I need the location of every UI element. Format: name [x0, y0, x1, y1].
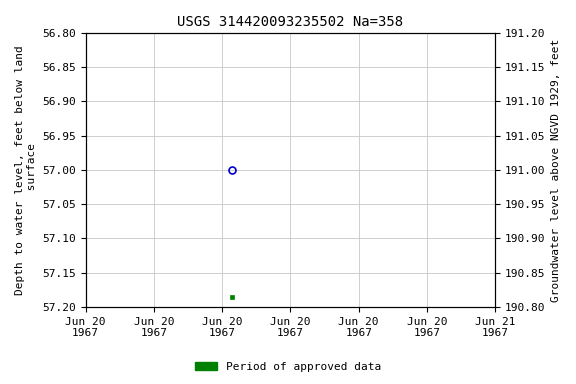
- Title: USGS 314420093235502 Na=358: USGS 314420093235502 Na=358: [177, 15, 403, 29]
- Y-axis label: Groundwater level above NGVD 1929, feet: Groundwater level above NGVD 1929, feet: [551, 38, 561, 301]
- Y-axis label: Depth to water level, feet below land
 surface: Depth to water level, feet below land su…: [15, 45, 37, 295]
- Legend: Period of approved data: Period of approved data: [191, 358, 385, 377]
